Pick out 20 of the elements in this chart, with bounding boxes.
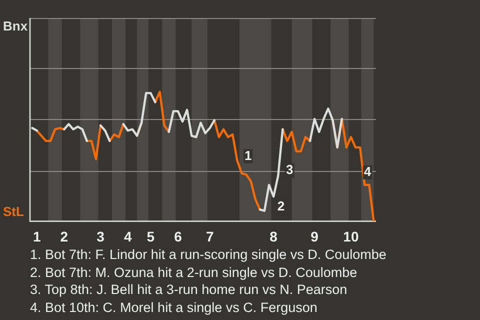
x-tick-label: 2 — [60, 228, 68, 244]
x-tick-label: 10 — [343, 228, 359, 244]
x-tick-label: 1 — [32, 228, 41, 244]
text: 3. Top 8th: J. Bell hit a 3-run home run vs N. Pearson — [30, 281, 348, 298]
x-tick-label: 7 — [206, 228, 214, 244]
annotation: 3 — [286, 162, 294, 177]
x-tick-label: 9 — [310, 228, 319, 244]
text: 1. Bot 7th: F. Lindor hit a run-scoring single vs D. Coulombe — [30, 246, 388, 264]
text: StL — [3, 204, 24, 219]
x-tick-label: 4 — [124, 228, 132, 244]
text: Bnx — [3, 18, 28, 34]
annotation: 4 — [364, 164, 372, 180]
annotation: 1 — [244, 148, 252, 163]
text: 4. Bot 10th: C. Morel hit a single vs C. Ferguson — [30, 298, 318, 316]
text: 2. Bot 7th: M. Ozuna hit a 2-run single vs D. Coulombe — [30, 264, 358, 281]
x-tick-label: 8 — [270, 228, 278, 244]
x-tick-label: 6 — [174, 228, 182, 244]
x-tick-label: 5 — [146, 228, 155, 244]
annotation: 2 — [277, 198, 285, 214]
x-tick-label: 3 — [96, 228, 105, 244]
